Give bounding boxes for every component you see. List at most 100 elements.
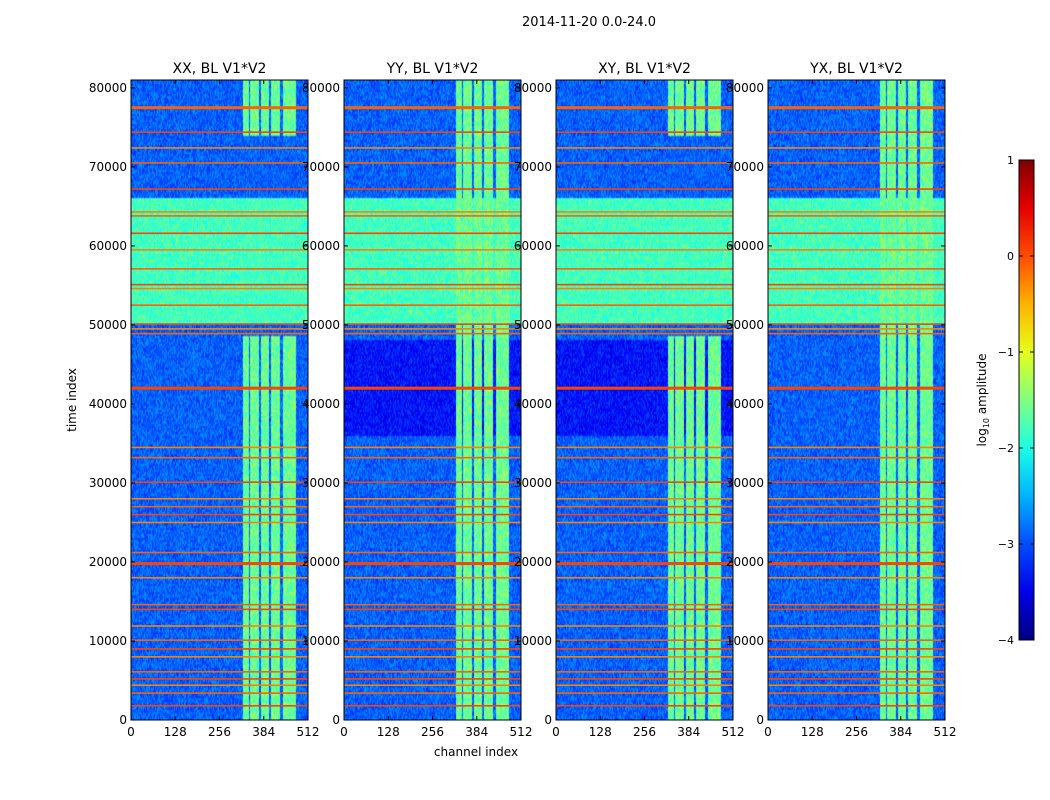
x-tick-label: 512 [934,725,957,739]
rfi-line [131,562,308,566]
rfi-line [556,625,733,627]
y-tick-label: 70000 [726,160,764,174]
x-tick-label: 384 [252,725,275,739]
rfi-line [131,188,308,190]
rfi-line [344,684,521,687]
x-tick-label: 384 [889,725,912,739]
rfi-line [344,625,521,627]
x-tick-label: 512 [722,725,745,739]
y-tick-label: 80000 [89,81,127,95]
rfi-line [131,446,308,449]
rfi-line [131,268,308,270]
x-tick-label: 512 [297,725,320,739]
rfi-line [131,323,308,325]
rfi-line [344,704,521,707]
rfi-line [768,446,945,449]
rfi-line [131,655,308,658]
y-tick-label: 20000 [726,555,764,569]
x-tick-label: 0 [127,725,135,739]
rfi-line [344,521,521,524]
rfi-line [344,287,521,290]
rfi-line [344,671,521,673]
rfi-line [344,131,521,133]
rfi-line [768,576,945,579]
rfi-line [131,678,308,680]
y-tick-label: 60000 [89,239,127,253]
y-tick-label: 30000 [89,476,127,490]
rfi-line [344,576,521,579]
colorbar-tick-label: −3 [998,538,1014,551]
rfi-line [344,283,521,286]
rfi-line [768,162,945,164]
rfi-line [344,211,521,213]
y-tick-label: 40000 [302,397,340,411]
panel-xx: XX, BL V1*V2 0 128 256 384 512 0 10000 20000 3000… [89,61,320,739]
rfi-line [556,162,733,164]
rfi-line [768,608,945,611]
rfi-line [131,386,308,390]
colorbar-tick-label: −4 [998,634,1014,647]
colorbar-label: log10 amplitude [975,354,991,447]
colorbar-tick-label: 1 [1007,154,1014,167]
rfi-line [556,648,733,650]
rfi-line [768,147,945,149]
rfi-line [768,684,945,687]
rfi-line [556,211,733,213]
y-tick-label: 30000 [514,476,552,490]
x-tick-label: 128 [801,725,824,739]
heatmap-image [556,80,733,720]
rfi-line [556,249,733,251]
rfi-line [131,283,308,286]
rfi-line [131,497,308,500]
rfi-line [131,106,308,110]
x-tick-label: 0 [552,725,560,739]
y-tick-label: 10000 [302,634,340,648]
y-tick-label: 30000 [726,476,764,490]
heatmap-image [344,80,521,720]
y-tick-label: 20000 [302,555,340,569]
y-tick-label: 50000 [89,318,127,332]
rfi-line [344,648,521,650]
x-axis-label: channel index [434,745,518,759]
rfi-line [768,304,945,306]
rfi-line [344,551,521,554]
rfi-line [556,562,733,566]
panel-title: YY, BL V1*V2 [386,61,479,77]
rfi-line [344,655,521,658]
rfi-line [556,481,733,483]
rfi-line [556,603,733,606]
rfi-line [344,603,521,606]
y-tick-label: 20000 [514,555,552,569]
rfi-line [131,147,308,149]
x-tick-label: 512 [510,725,533,739]
rfi-line [556,287,733,290]
rfi-line [768,678,945,680]
x-tick-label: 384 [465,725,488,739]
colorbar-tick-label: −1 [998,346,1014,359]
rfi-line [556,655,733,658]
rfi-line [768,481,945,483]
y-tick-label: 50000 [726,318,764,332]
figure-suptitle: 2014-11-20 0.0-24.0 [522,15,656,30]
rfi-line [556,147,733,149]
rfi-line [344,215,521,217]
rfi-line [344,328,521,330]
rfi-line [556,497,733,500]
rfi-line [344,323,521,325]
rfi-line [344,481,521,483]
rfi-line [768,215,945,217]
rfi-line [344,106,521,110]
rfi-line [131,332,308,335]
rfi-line [131,456,308,459]
y-tick-label: 0 [119,713,127,727]
y-tick-label: 0 [332,713,340,727]
rfi-line [131,639,308,641]
panel-xy: XY, BL V1*V2 0 128 256 384 512 0 10000 20000 3000… [514,61,745,739]
rfi-line [131,215,308,217]
x-tick-label: 256 [421,725,444,739]
x-tick-label: 384 [677,725,700,739]
rfi-line [556,304,733,306]
rfi-line [768,671,945,673]
rfi-line [131,328,308,330]
rfi-line [344,446,521,449]
